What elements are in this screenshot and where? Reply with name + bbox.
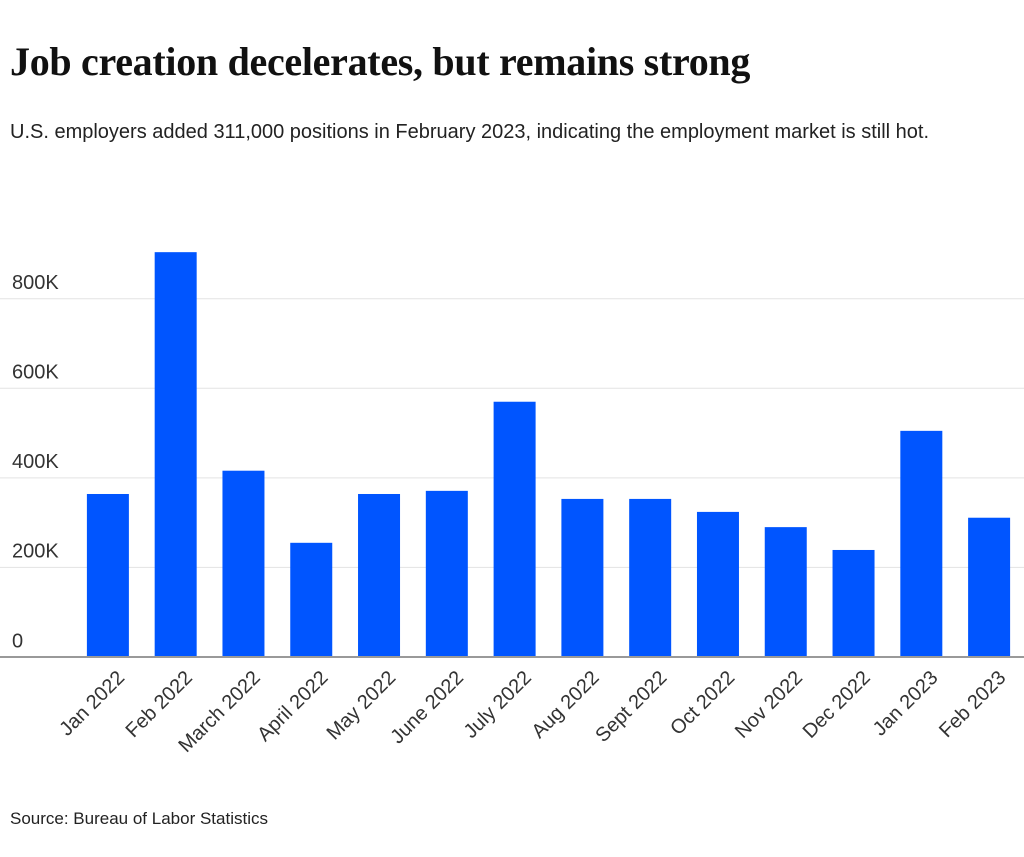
x-tick-label: April 2022 (253, 667, 332, 746)
bar (493, 401, 536, 657)
bar (425, 490, 468, 657)
x-tick-label: Sept 2022 (591, 667, 671, 747)
bar (154, 252, 197, 657)
chart-subtitle: U.S. employers added 311,000 positions i… (10, 121, 930, 143)
bar (222, 470, 265, 657)
x-tick-label: June 2022 (386, 667, 468, 749)
bar (629, 498, 672, 657)
x-tick-label: Feb 2023 (935, 667, 1010, 742)
x-tick-label: Jan 2022 (55, 667, 129, 741)
y-tick-label: 600K (12, 362, 59, 384)
bar (832, 549, 875, 657)
bar (561, 498, 604, 657)
x-tick-label: Dec 2022 (799, 667, 875, 743)
bar (764, 527, 807, 657)
x-tick-label: Jan 2023 (869, 667, 943, 741)
bar (358, 493, 401, 657)
bar (900, 430, 943, 657)
bar (290, 542, 333, 657)
bar (86, 493, 129, 657)
x-tick-label: Nov 2022 (731, 667, 807, 743)
bar (968, 517, 1011, 657)
chart-title: Job creation decelerates, but remains st… (10, 39, 751, 84)
y-tick-label: 0 (12, 630, 23, 652)
bar (696, 511, 739, 657)
y-tick-label: 200K (12, 541, 59, 563)
x-tick-label: July 2022 (460, 667, 536, 743)
y-tick-label: 400K (12, 451, 59, 473)
source-note: Source: Bureau of Labor Statistics (10, 809, 268, 828)
y-tick-label: 800K (12, 272, 59, 294)
x-tick-label: Oct 2022 (666, 667, 739, 740)
